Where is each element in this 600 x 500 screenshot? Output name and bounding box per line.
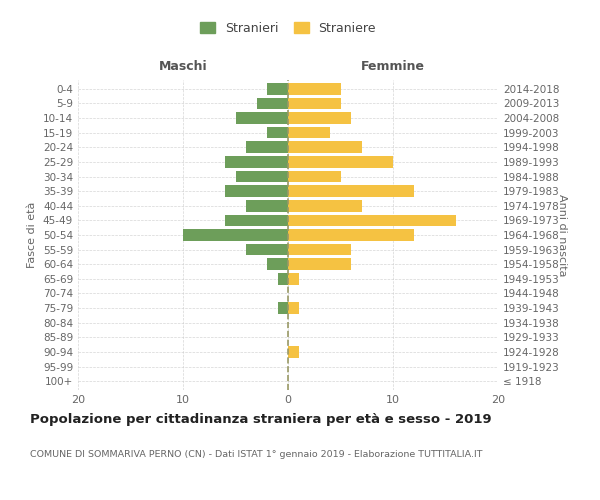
Bar [267,258,288,270]
Bar [288,302,299,314]
Bar [288,346,299,358]
Bar [288,244,351,256]
Bar [288,112,351,124]
Y-axis label: Fasce di età: Fasce di età [28,202,37,268]
Bar [288,83,341,94]
Bar [246,200,288,211]
Bar [267,83,288,94]
Bar [183,229,288,241]
Text: COMUNE DI SOMMARIVA PERNO (CN) - Dati ISTAT 1° gennaio 2019 - Elaborazione TUTTI: COMUNE DI SOMMARIVA PERNO (CN) - Dati IS… [30,450,482,459]
Bar [225,186,288,197]
Legend: Stranieri, Straniere: Stranieri, Straniere [196,18,380,38]
Bar [288,214,456,226]
Bar [277,302,288,314]
Bar [288,142,361,153]
Bar [225,214,288,226]
Bar [235,112,288,124]
Text: Femmine: Femmine [361,60,425,72]
Bar [288,186,414,197]
Bar [257,98,288,109]
Bar [235,170,288,182]
Bar [277,273,288,284]
Y-axis label: Anni di nascita: Anni di nascita [557,194,566,276]
Bar [267,127,288,138]
Text: Maschi: Maschi [158,60,208,72]
Bar [288,98,341,109]
Bar [246,244,288,256]
Bar [225,156,288,168]
Bar [288,200,361,211]
Bar [246,142,288,153]
Bar [288,258,351,270]
Bar [288,170,341,182]
Bar [288,127,330,138]
Bar [288,273,299,284]
Text: Popolazione per cittadinanza straniera per età e sesso - 2019: Popolazione per cittadinanza straniera p… [30,412,491,426]
Bar [288,156,393,168]
Bar [288,229,414,241]
